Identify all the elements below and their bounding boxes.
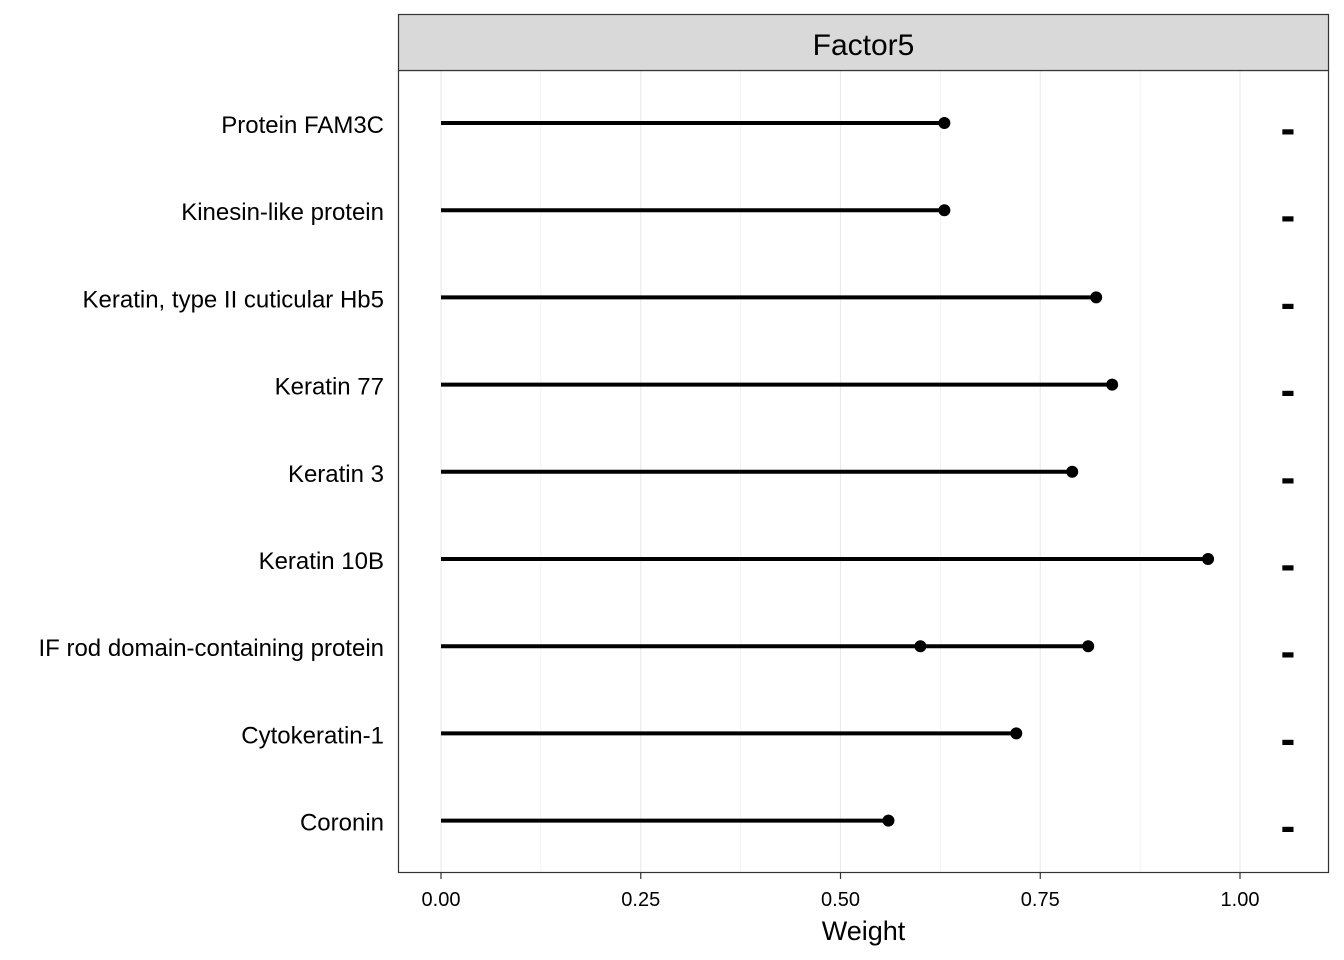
facet-strip-background [397, 13, 1330, 72]
y-tick-label: Keratin, type II cuticular Hb5 [83, 286, 384, 313]
x-tick-label: 0.25 [621, 889, 660, 911]
x-tick-label: 0.75 [1021, 889, 1060, 911]
sign-label: - [1281, 540, 1296, 589]
y-tick-label: Keratin 10B [259, 548, 384, 575]
facet-strip: Factor5 [397, 13, 1330, 72]
lollipop-point [938, 204, 951, 217]
lollipop-point [1082, 640, 1095, 653]
sign-label: - [1281, 191, 1296, 240]
data-marks: - - - - - - - - - [441, 104, 1295, 851]
y-tick-label: Keratin 77 [275, 374, 384, 401]
y-tick-label: IF rod domain-containing protein [38, 635, 384, 662]
lollipop-point [1010, 727, 1023, 740]
sign-label: - [1281, 278, 1296, 327]
y-tick-label: Coronin [300, 810, 384, 837]
sign-label: - [1281, 627, 1296, 676]
x-tick-label: 1.00 [1221, 889, 1260, 911]
lollipop-point [914, 640, 927, 653]
sign-label: - [1281, 802, 1296, 851]
x-tick-label: 0.00 [422, 889, 461, 911]
x-tick-label: 0.50 [821, 889, 860, 911]
x-axis-title: Weight [822, 916, 906, 946]
x-axis: 0.00 0.25 0.50 0.75 1.00 [422, 872, 1260, 911]
lollipop-point [1090, 291, 1103, 304]
y-axis-labels: Protein FAM3C Kinesin-like protein Keratin… [38, 112, 384, 837]
y-tick-label: Kinesin-like protein [181, 199, 384, 226]
sign-label: - [1281, 366, 1296, 415]
lollipop-point [1106, 378, 1119, 391]
y-tick-label: Cytokeratin-1 [241, 722, 384, 749]
lollipop-point [938, 117, 951, 129]
lollipop-point [1066, 465, 1079, 478]
lollipop-point [882, 814, 895, 827]
lollipop-point [1202, 553, 1215, 565]
sign-label: - [1281, 104, 1296, 153]
y-tick-label: Keratin 3 [288, 461, 384, 488]
y-tick-label: Protein FAM3C [221, 112, 384, 139]
facet-title: Factor5 [813, 29, 915, 62]
sign-label: - [1281, 453, 1296, 502]
sign-label: - [1281, 714, 1296, 763]
